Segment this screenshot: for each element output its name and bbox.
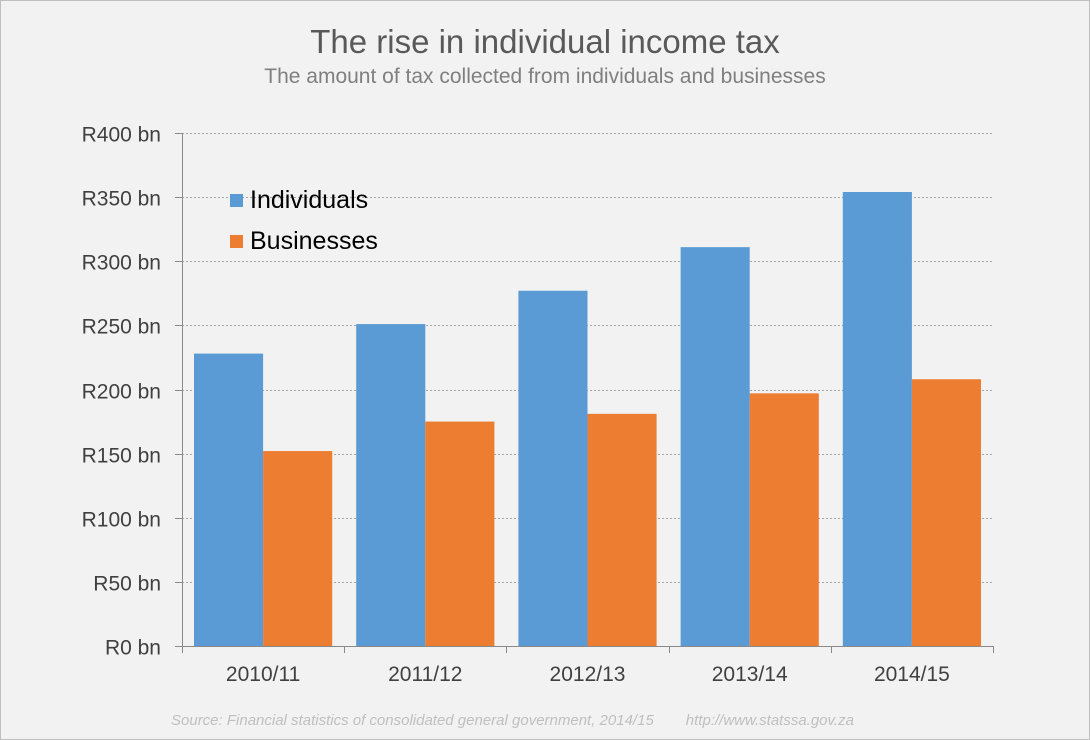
x-axis-ticks: 2010/11 2011/12 2012/13 2013/14 2014/15 (226, 663, 950, 686)
axes (175, 133, 994, 653)
chart-title: The rise in individual income tax (310, 23, 780, 60)
x-tick-label: 2014/15 (874, 663, 950, 686)
bar-individuals-0 (194, 353, 264, 646)
y-tick-label: R350 bn (82, 188, 161, 211)
chart-subtitle: The amount of tax collected from individ… (264, 65, 826, 88)
legend-swatch-businesses (230, 235, 243, 248)
bar-individuals-2 (518, 290, 588, 646)
bar-individuals-4 (842, 191, 912, 646)
legend-label-businesses: Businesses (250, 227, 378, 255)
bar-individuals-1 (356, 324, 426, 646)
y-tick-label: R400 bn (82, 124, 161, 147)
bar-individuals-3 (680, 247, 750, 646)
bar-businesses-2 (587, 413, 657, 646)
y-tick-label: R100 bn (82, 509, 161, 532)
bar-businesses-4 (911, 379, 981, 646)
y-tick-label: R250 bn (82, 316, 161, 339)
legend-label-individuals: Individuals (250, 186, 368, 214)
x-tick-label: 2011/12 (388, 663, 462, 686)
source-note: Source: Financial statistics of consolid… (171, 712, 854, 729)
bar-businesses-1 (425, 421, 495, 646)
x-tick-label: 2012/13 (550, 663, 626, 686)
y-tick-label: R50 bn (93, 573, 161, 596)
y-tick-label: R0 bn (105, 637, 161, 660)
y-tick-label: R300 bn (82, 252, 161, 275)
source-url: http://www.statssa.gov.za (685, 712, 854, 729)
bars (194, 191, 981, 646)
source-text: Source: Financial statistics of consolid… (171, 712, 654, 729)
x-tick-label: 2010/11 (226, 663, 300, 686)
bar-businesses-0 (263, 451, 333, 646)
legend-swatch-individuals (230, 194, 243, 207)
y-tick-label: R150 bn (82, 445, 161, 468)
bar-businesses-3 (749, 393, 819, 646)
legend: Individuals Businesses (230, 186, 378, 255)
y-tick-label: R200 bn (82, 381, 161, 404)
x-tick-label: 2013/14 (712, 663, 788, 686)
y-axis-ticks: R0 bn R50 bn R100 bn R150 bn R200 bn R250 bn R… (82, 124, 161, 660)
